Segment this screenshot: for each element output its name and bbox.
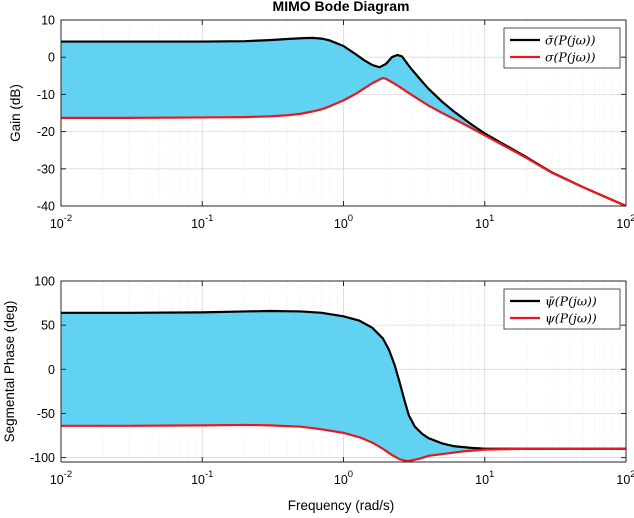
phase-legend-box — [503, 288, 621, 330]
phase-x-tick-label: 10-1 — [191, 469, 213, 487]
gain-x-tick-label: 102 — [616, 213, 634, 231]
phase-y-axis-label: Segmental Phase (deg) — [2, 301, 17, 443]
gain-x-tick-label: 101 — [475, 213, 494, 231]
phase-legend-label: ψ̄(P(jω)) — [545, 294, 597, 309]
gain-y-tick-label: 10 — [41, 14, 55, 28]
phase-x-tick-label: 101 — [475, 469, 494, 487]
gain-y-tick-label: -20 — [37, 125, 55, 139]
phase-y-tick-label: 50 — [41, 319, 55, 333]
gain-y-tick-label: -30 — [37, 162, 55, 176]
gain-upper-curve — [61, 36, 626, 206]
phase-panel: 100 50 0 -50 -100 10-2 10-1 100 101 102 Segmental … — [2, 275, 634, 488]
phase-y-tick-label: -50 — [37, 407, 55, 421]
phase-x-tick-label: 10-2 — [50, 469, 72, 487]
gain-fill-band — [61, 37, 626, 206]
phase-y-tick-label: 0 — [48, 363, 55, 377]
phase-y-tick-label: 100 — [34, 275, 55, 289]
phase-lower-curve — [61, 423, 626, 462]
gain-legend-box — [503, 27, 621, 69]
gain-legend-label: σ̄(P(jω)) — [545, 33, 596, 48]
phase-fill-band — [61, 311, 626, 462]
gain-x-tick-label: 100 — [334, 213, 353, 231]
gain-lower-curve — [61, 76, 626, 206]
gain-y-tick-label: -40 — [37, 200, 55, 214]
phase-legend: ψ̄(P(jω)) ψ(P(jω)) — [503, 288, 621, 330]
gain-y-axis-label: Gain (dB) — [8, 84, 23, 142]
phase-x-tick-label: 100 — [334, 469, 353, 487]
gain-legend: σ̄(P(jω)) σ(P(jω)) — [503, 27, 621, 69]
phase-legend-label: ψ(P(jω)) — [545, 311, 597, 326]
gain-y-tick-label: -10 — [37, 88, 55, 102]
phase-upper-curve — [61, 309, 626, 450]
gain-x-tick-label: 10-2 — [50, 213, 72, 231]
x-axis-label: Frequency (rad/s) — [288, 498, 395, 513]
phase-x-tick-label: 102 — [616, 469, 634, 487]
phase-y-tick-label: -100 — [30, 451, 55, 465]
chart-title: MIMO Bode Diagram — [273, 0, 410, 14]
gain-y-tick-label: 0 — [48, 51, 55, 65]
gain-legend-label: σ(P(jω)) — [545, 50, 596, 65]
gain-x-tick-label: 10-1 — [191, 213, 213, 231]
